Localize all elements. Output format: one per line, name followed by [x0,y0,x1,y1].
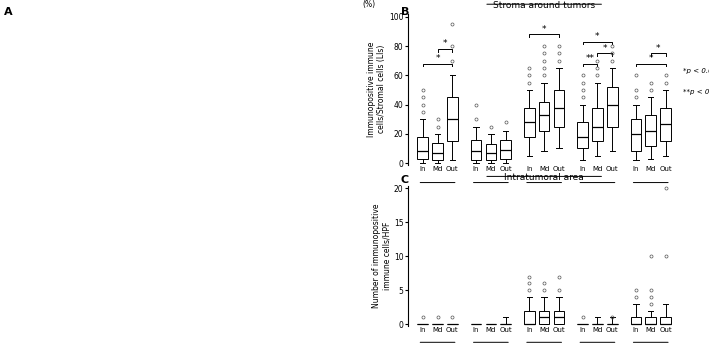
PathPatch shape [539,310,549,324]
Text: C: C [401,175,408,185]
PathPatch shape [660,317,671,324]
Text: *: * [649,54,653,63]
PathPatch shape [471,140,481,160]
Text: PD-1: PD-1 [482,193,500,202]
PathPatch shape [554,90,564,126]
Text: PD-L1: PD-L1 [426,193,449,202]
PathPatch shape [486,144,496,160]
PathPatch shape [645,317,656,324]
Text: CD8: CD8 [589,193,605,202]
Text: *: * [656,44,660,53]
Text: (%): (%) [362,0,376,9]
Text: *: * [603,44,607,53]
PathPatch shape [645,115,656,146]
PathPatch shape [524,310,535,324]
PathPatch shape [524,107,535,137]
PathPatch shape [418,137,428,159]
Y-axis label: Number of immunopositive
immune cells/HPF: Number of immunopositive immune cells/HP… [372,203,391,308]
Title: Stroma around tumors: Stroma around tumors [493,1,596,10]
PathPatch shape [577,122,588,148]
PathPatch shape [630,119,641,151]
Text: *: * [435,54,440,63]
Text: CD68: CD68 [640,193,661,202]
Text: *: * [442,39,447,48]
PathPatch shape [607,87,618,126]
Text: **p < 0.02: **p < 0.02 [683,89,709,95]
Title: Intratumoral area: Intratumoral area [504,173,584,182]
PathPatch shape [447,97,458,141]
Text: *: * [595,32,600,41]
Text: B: B [401,7,409,17]
PathPatch shape [432,142,443,160]
Text: *p < 0.006: *p < 0.006 [683,68,709,74]
Text: *: * [542,25,547,34]
PathPatch shape [630,317,641,324]
Y-axis label: Immunopositive immune
cells/Stromal cells (LIs): Immunopositive immune cells/Stromal cell… [367,42,386,137]
Text: A: A [4,7,12,17]
PathPatch shape [592,107,603,141]
PathPatch shape [501,140,511,159]
Text: CD4: CD4 [536,193,552,202]
Text: **: ** [586,54,595,63]
PathPatch shape [539,102,549,131]
PathPatch shape [660,107,671,141]
PathPatch shape [554,310,564,324]
